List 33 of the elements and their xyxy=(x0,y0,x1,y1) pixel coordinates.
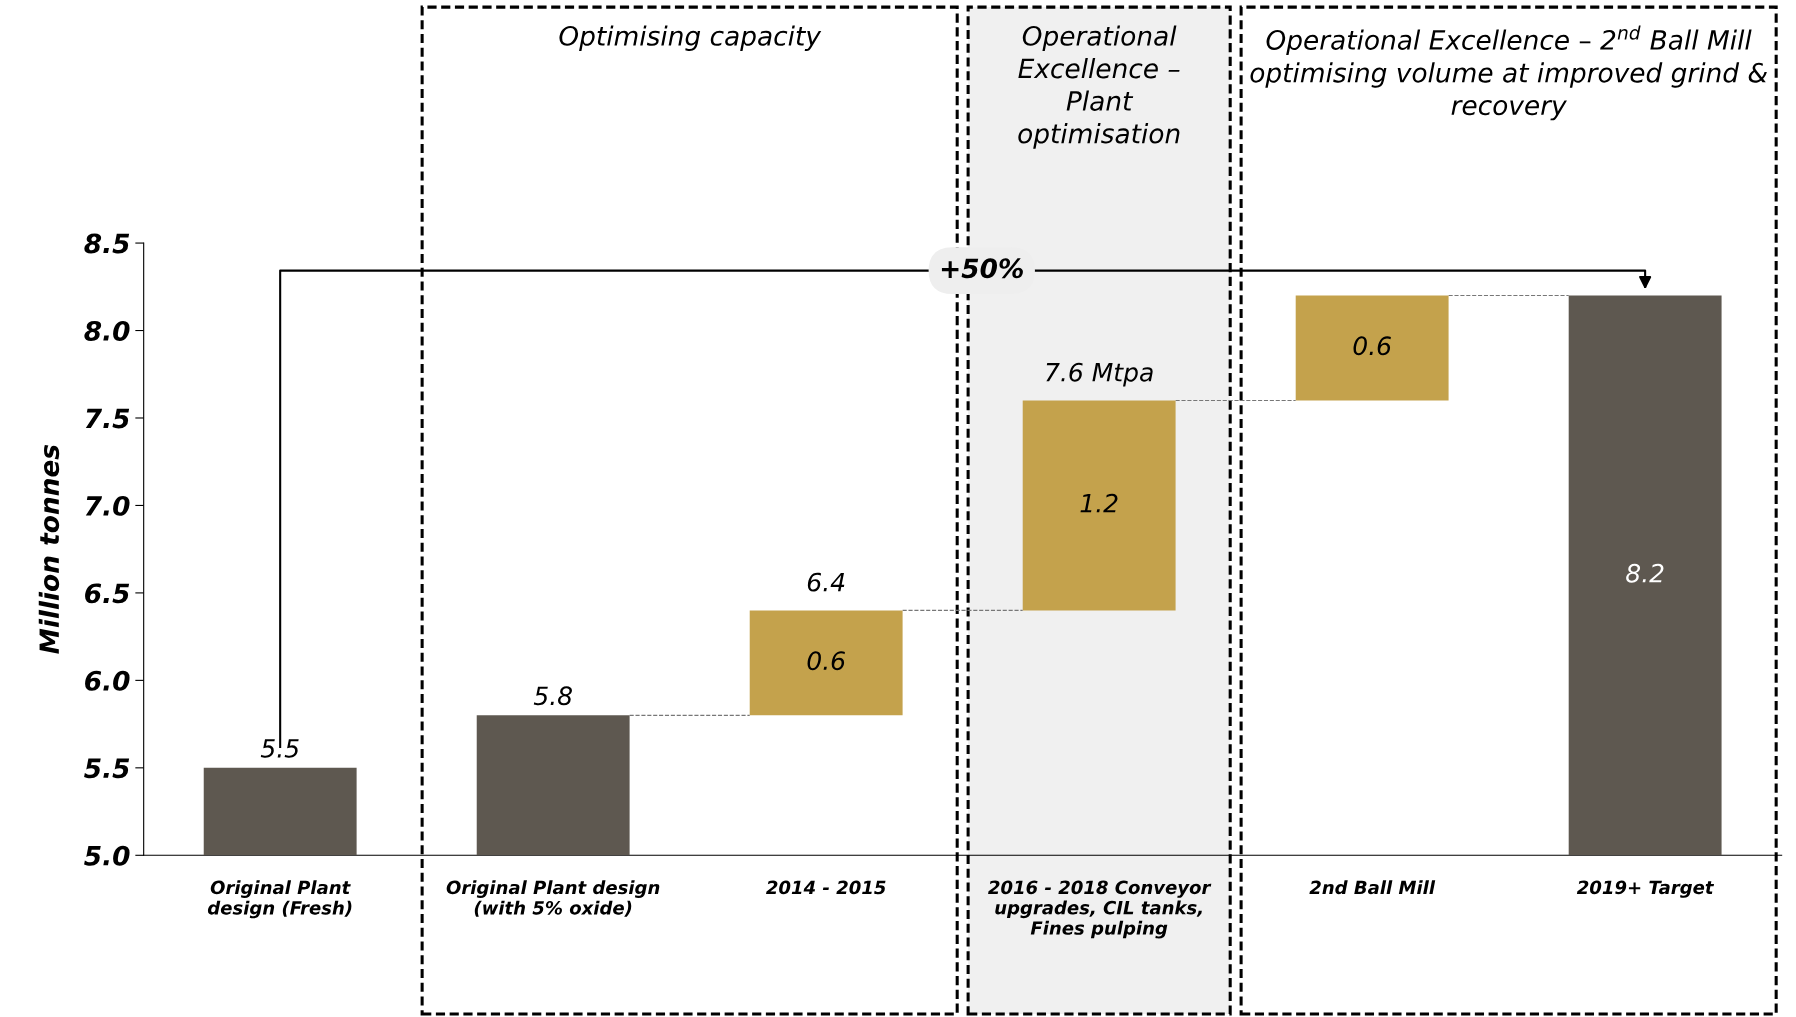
bar xyxy=(749,610,903,716)
y-tick-label: 8.0 xyxy=(84,320,130,341)
y-tick-label: 8.5 xyxy=(84,233,130,254)
data-label: 5.5 xyxy=(260,739,299,758)
y-tick-label: 5.5 xyxy=(84,758,130,779)
bar xyxy=(1022,400,1176,611)
annotation: +50% xyxy=(941,258,1023,279)
x-tick-label: Original Plant design (Fresh) xyxy=(207,880,352,919)
data-label: 8.2 xyxy=(1626,563,1664,583)
y-tick-label: 7.5 xyxy=(85,408,130,429)
bar xyxy=(1568,295,1722,856)
data-label: 0.6 xyxy=(1353,336,1391,356)
annotation: 7.6 Mtpa xyxy=(1046,362,1153,387)
bar xyxy=(203,767,357,856)
band-label: Operational Excellence – 2$^{nd}$ Ball Mill optimising volume at improved grind & recovery xyxy=(1250,25,1767,121)
y-tick-label: 6.5 xyxy=(85,583,130,604)
x-tick-label: 2014 - 2015 xyxy=(766,880,886,895)
x-tick-label: 2nd Ball Mill xyxy=(1309,880,1436,895)
annotation: 6.4 xyxy=(807,572,845,592)
band-label: Optimising capacity xyxy=(559,25,822,51)
y-tick-label: 5.0 xyxy=(84,845,130,866)
bar xyxy=(1295,295,1449,401)
y-tick-label: 6.0 xyxy=(85,670,130,691)
data-label: 5.8 xyxy=(533,686,572,706)
data-label: 0.6 xyxy=(807,651,845,671)
x-tick-label: Original Plant design (with 5% oxide) xyxy=(446,880,660,917)
y-axis-title: Million tonnes xyxy=(38,444,60,654)
band-label: Operational Excellence – Plant optimisation xyxy=(1018,25,1180,149)
bar xyxy=(476,715,630,856)
data-label: 1.2 xyxy=(1080,493,1118,513)
x-tick-label: 2019+ Target xyxy=(1576,880,1715,898)
y-tick-label: 7.0 xyxy=(85,495,130,516)
x-tick-label: 2016 - 2018 Conveyor upgrades, CIL tanks, Fines pulping xyxy=(988,880,1212,939)
